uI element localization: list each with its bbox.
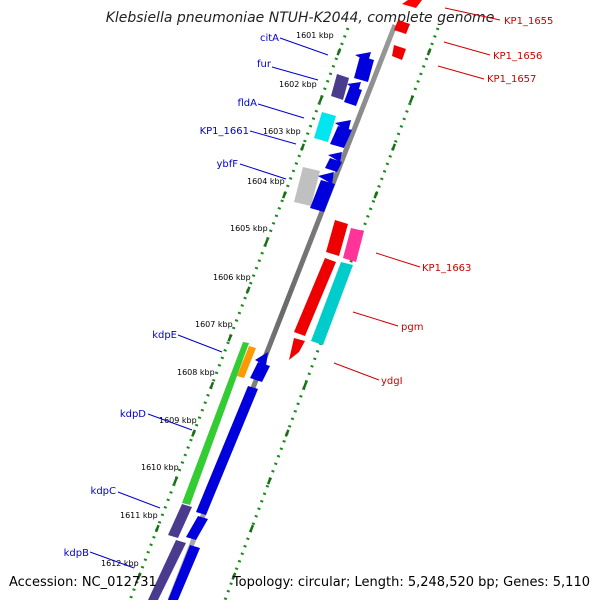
tick-mark bbox=[191, 429, 197, 437]
tick-mark bbox=[263, 238, 269, 247]
gene-arrow bbox=[310, 180, 335, 212]
gene-label[interactable]: kdpD bbox=[120, 409, 146, 420]
tick-mark bbox=[136, 572, 142, 580]
tick-label: 1603 kbp bbox=[263, 127, 301, 136]
accession-text: Accession: NC_012731 bbox=[9, 575, 157, 590]
left-leader-lines bbox=[89, 37, 329, 569]
gene-arrow bbox=[182, 342, 249, 505]
gene-arrow bbox=[237, 346, 256, 378]
tick-label: 1610 kbp bbox=[141, 463, 179, 472]
gene-arrow bbox=[354, 56, 374, 82]
gene-arrow bbox=[148, 540, 186, 600]
gene-label[interactable]: kdpB bbox=[64, 548, 89, 559]
gene-arrow bbox=[347, 82, 361, 92]
gene-arrow bbox=[294, 258, 336, 336]
tick-label: 1601 kbp bbox=[296, 31, 334, 40]
gene-label[interactable]: kdpC bbox=[91, 486, 116, 497]
gene-arrow bbox=[314, 112, 336, 142]
gene-arrow bbox=[250, 362, 270, 382]
tick-mark bbox=[408, 95, 414, 104]
gene-arrow bbox=[343, 228, 364, 262]
tick-label: 1604 kbp bbox=[247, 177, 285, 186]
genome-summary-text: Topology: circular; Length: 5,248,520 bp… bbox=[232, 575, 590, 590]
tick-mark bbox=[318, 95, 324, 104]
gene-label[interactable]: fldA bbox=[238, 98, 258, 109]
gene-arrow bbox=[196, 386, 258, 515]
tick-mark bbox=[245, 286, 251, 294]
gene-label[interactable]: KP1_1657 bbox=[487, 74, 536, 85]
gene-arrow bbox=[344, 86, 362, 106]
tick-label: 1611 kbp bbox=[120, 511, 158, 520]
tick-mark bbox=[266, 477, 272, 485]
tick-mark bbox=[231, 572, 237, 580]
gene-arrow bbox=[318, 172, 334, 184]
gene-arrow bbox=[326, 220, 348, 256]
left-dotted-ring bbox=[128, 27, 350, 600]
tick-mark bbox=[391, 143, 397, 151]
tick-labels: 1601 kbp 1602 kbp 1603 kbp 1604 kbp 1605… bbox=[101, 31, 334, 568]
gene-arrow bbox=[394, 20, 410, 34]
gene-arrow bbox=[328, 152, 342, 162]
tick-mark bbox=[302, 381, 308, 390]
gene-label[interactable]: kdpE bbox=[152, 330, 177, 341]
tick-mark bbox=[373, 191, 379, 199]
gene-arrow bbox=[325, 158, 342, 172]
tick-label: 1602 kbp bbox=[279, 80, 317, 89]
reverse-strand-genes bbox=[289, 0, 422, 360]
tick-mark bbox=[284, 429, 290, 437]
forward-strand-genes bbox=[148, 52, 374, 600]
tick-label: 1605 kbp bbox=[230, 224, 268, 233]
gene-arrow bbox=[331, 74, 349, 100]
gene-arrow bbox=[289, 338, 305, 360]
gene-label[interactable]: KP1_1661 bbox=[200, 126, 249, 137]
tick-mark bbox=[426, 48, 432, 56]
tick-mark bbox=[281, 191, 287, 199]
tick-mark bbox=[154, 524, 160, 533]
gene-arrow bbox=[168, 545, 200, 600]
gene-label[interactable]: KP1_1663 bbox=[422, 263, 471, 274]
genome-title: Klebsiella pneumoniae NTUH-K2044, comple… bbox=[105, 10, 495, 26]
tick-label: 1606 kbp bbox=[213, 273, 251, 282]
tick-mark bbox=[172, 477, 178, 485]
gene-label[interactable]: KP1_1655 bbox=[504, 16, 553, 27]
gene-label[interactable]: fur bbox=[257, 59, 272, 70]
tick-mark bbox=[300, 143, 306, 151]
tick-label: 1607 kbp bbox=[195, 320, 233, 329]
left-gene-labels: citA fur fldA KP1_1661 ybfF kdpE kdpD kd… bbox=[64, 33, 280, 559]
tick-mark bbox=[227, 334, 233, 342]
gene-label[interactable]: citA bbox=[260, 33, 279, 44]
gene-arrow bbox=[294, 167, 320, 206]
gene-label[interactable]: ybfF bbox=[216, 159, 238, 170]
right-leader-lines bbox=[333, 7, 501, 381]
tick-label: 1612 kbp bbox=[101, 559, 139, 568]
gene-arrow bbox=[392, 45, 406, 60]
gene-arrow bbox=[311, 262, 353, 345]
gene-arrow bbox=[255, 352, 268, 366]
gene-label[interactable]: KP1_1656 bbox=[493, 51, 542, 62]
gene-arrow bbox=[335, 120, 351, 132]
tick-mark bbox=[209, 381, 215, 390]
tick-mark bbox=[249, 524, 255, 533]
gene-arrow bbox=[402, 0, 422, 8]
tick-label: 1608 kbp bbox=[177, 368, 215, 377]
gene-arrow bbox=[186, 516, 208, 540]
gene-arrow bbox=[355, 52, 371, 62]
tick-mark bbox=[336, 48, 342, 56]
right-gene-labels: KP1_1655 KP1_1656 KP1_1657 KP1_1663 pgm … bbox=[381, 16, 553, 387]
tick-label: 1609 kbp bbox=[159, 416, 197, 425]
gene-label[interactable]: ydgI bbox=[381, 376, 403, 387]
gene-label[interactable]: pgm bbox=[401, 322, 423, 333]
gene-arrow bbox=[330, 126, 352, 148]
gene-arrow bbox=[168, 504, 192, 538]
